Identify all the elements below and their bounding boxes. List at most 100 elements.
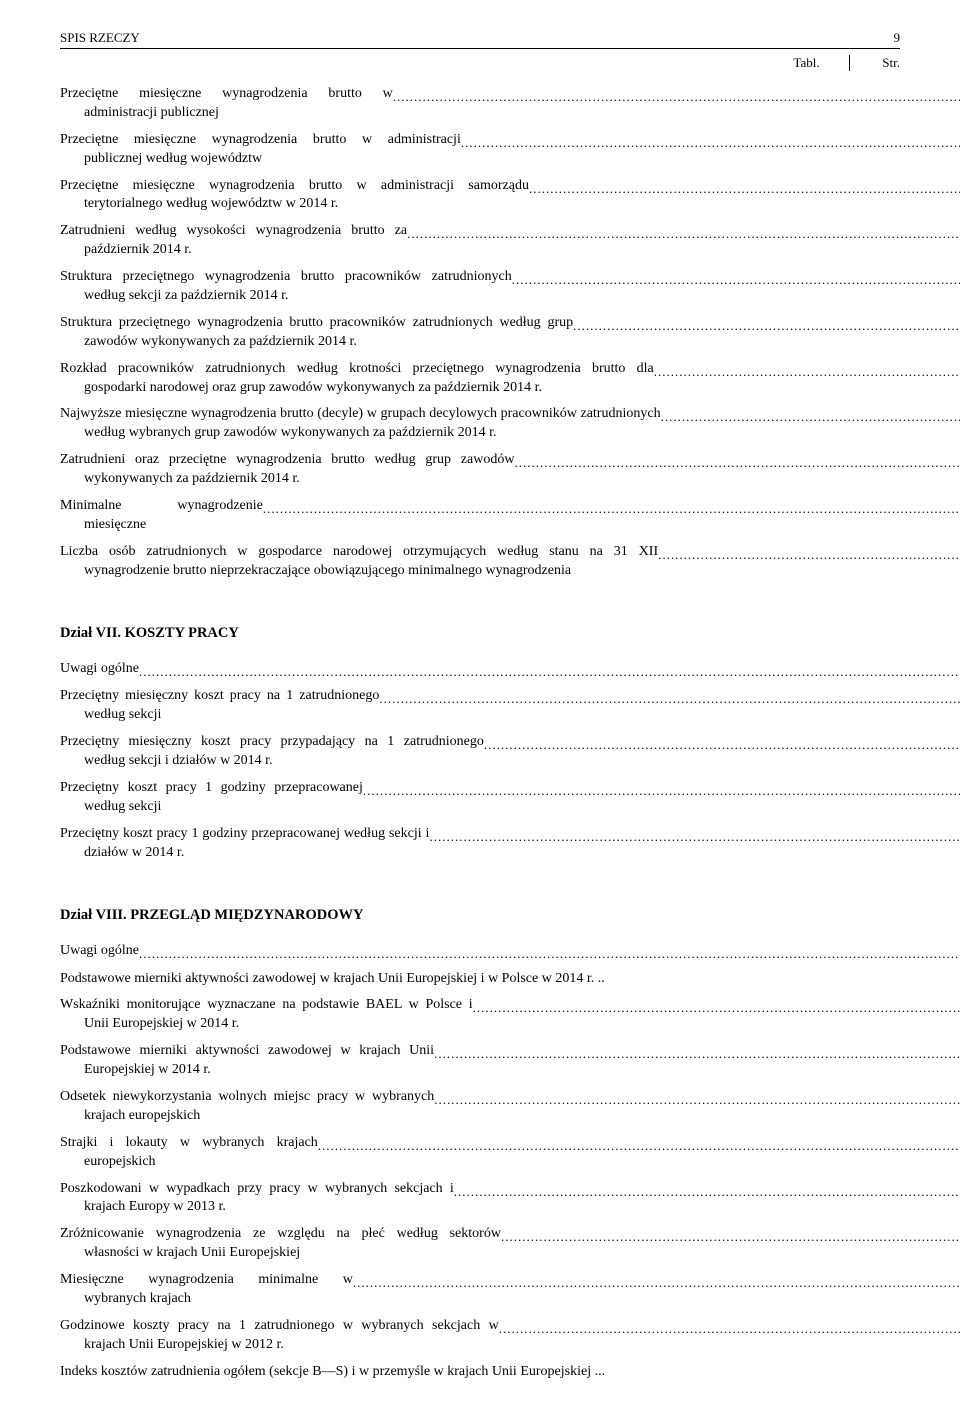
toc-label: Uwagi ogólne	[60, 658, 960, 686]
toc-row: Przeciętne miesięczne wynagrodzenia brut…	[60, 83, 960, 129]
toc-label: Podstawowe mierniki aktywności zawodowej…	[60, 968, 960, 995]
toc-row: Podstawowe mierniki aktywności zawodowej…	[60, 968, 960, 995]
toc-row: Podstawowe mierniki aktywności zawodowej…	[60, 1040, 960, 1086]
toc-label-text: Miesięczne wynagrodzenia minimalne w wyb…	[60, 1271, 353, 1309]
toc-label: Zróżnicowanie wynagrodzenia ze względu n…	[60, 1223, 960, 1269]
leader-dots	[473, 999, 960, 1037]
leader-dots	[454, 1183, 960, 1221]
toc-label: Struktura przeciętnego wynagrodzenia bru…	[60, 312, 960, 358]
toc-label-text: Wskaźniki monitorujące wyznaczane na pod…	[60, 996, 473, 1034]
toc-row: Zróżnicowanie wynagrodzenia ze względu n…	[60, 1223, 960, 1269]
toc-row: Wskaźniki monitorujące wyznaczane na pod…	[60, 994, 960, 1040]
leader-dots	[654, 363, 960, 401]
toc-label-text: Poszkodowani w wypadkach przy pracy w wy…	[60, 1180, 454, 1218]
toc-label-text: Uwagi ogólne	[60, 660, 139, 680]
toc-label: Przeciętne miesięczne wynagrodzenia brut…	[60, 175, 960, 221]
toc-label-text: Uwagi ogólne	[60, 942, 139, 962]
toc-row: Odsetek niewykorzystania wolnych miejsc …	[60, 1086, 960, 1132]
leader-dots	[529, 180, 960, 218]
toc-label-text: Struktura przeciętnego wynagrodzenia bru…	[60, 268, 512, 306]
col-str: Str.	[850, 55, 900, 71]
toc-label-text: Przeciętne miesięczne wynagrodzenia brut…	[60, 177, 529, 215]
toc-label: Strajki i lokauty w wybranych krajach eu…	[60, 1132, 960, 1178]
toc-label-text: Minimalne wynagrodzenie miesięczne	[60, 497, 263, 535]
toc-label: Zatrudnieni według wysokości wynagrodzen…	[60, 220, 960, 266]
leader-dots	[379, 690, 960, 728]
toc-label-text: Przeciętny koszt pracy 1 godziny przepra…	[60, 779, 363, 817]
toc-label-text: Odsetek niewykorzystania wolnych miejsc …	[60, 1088, 434, 1126]
toc-row: Liczba osób zatrudnionych w gospodarce n…	[60, 541, 960, 587]
leader-dots	[499, 1320, 960, 1358]
toc-row: Przeciętny miesięczny koszt pracy przypa…	[60, 731, 960, 777]
toc-label-text: Zatrudnieni według wysokości wynagrodzen…	[60, 222, 407, 260]
toc-label: Godzinowe koszty pracy na 1 zatrudnioneg…	[60, 1315, 960, 1361]
toc-row: Minimalne wynagrodzenie miesięczne16 (11…	[60, 495, 960, 541]
leader-dots	[429, 828, 960, 866]
leader-dots	[573, 317, 960, 355]
toc-row: Poszkodowani w wypadkach przy pracy w wy…	[60, 1178, 960, 1224]
toc-label-text: Godzinowe koszty pracy na 1 zatrudnioneg…	[60, 1317, 499, 1355]
toc-label-text: Struktura przeciętnego wynagrodzenia bru…	[60, 314, 573, 352]
toc-row: Struktura przeciętnego wynagrodzenia bru…	[60, 312, 960, 358]
toc-label-text: Indeks kosztów zatrudnienia ogółem (sekc…	[60, 1363, 605, 1382]
leader-dots	[434, 1091, 960, 1129]
toc-row: Przeciętne miesięczne wynagrodzenia brut…	[60, 129, 960, 175]
toc-row: Przeciętne miesięczne wynagrodzenia brut…	[60, 175, 960, 221]
leader-dots	[407, 225, 960, 263]
toc-row: Godzinowe koszty pracy na 1 zatrudnioneg…	[60, 1315, 960, 1361]
toc-label: Najwyższe miesięczne wynagrodzenia brutt…	[60, 403, 960, 449]
header-left: SPIS RZECZY	[60, 30, 140, 46]
toc-label: Przeciętny miesięczny koszt pracy przypa…	[60, 731, 960, 777]
toc-row: Przeciętny koszt pracy 1 godziny przepra…	[60, 823, 960, 869]
toc-row: Miesięczne wynagrodzenia minimalne w wyb…	[60, 1269, 960, 1315]
toc-row: Najwyższe miesięczne wynagrodzenia brutt…	[60, 403, 960, 449]
toc-label: Liczba osób zatrudnionych w gospodarce n…	[60, 541, 960, 587]
toc-row: Uwagi ogólnex330	[60, 940, 960, 968]
leader-dots	[363, 782, 960, 820]
leader-dots	[484, 736, 960, 774]
leader-dots	[139, 945, 960, 965]
toc-label: Zatrudnieni oraz przeciętne wynagrodzeni…	[60, 449, 960, 495]
section7-title: Dział VII. KOSZTY PRACY	[60, 625, 900, 642]
toc-label: Wskaźniki monitorujące wyznaczane na pod…	[60, 994, 960, 1040]
toc-label: Poszkodowani w wypadkach przy pracy w wy…	[60, 1178, 960, 1224]
toc-row: Przeciętny miesięczny koszt pracy na 1 z…	[60, 685, 960, 731]
toc-label: Miesięczne wynagrodzenia minimalne w wyb…	[60, 1269, 960, 1315]
toc-section8: Uwagi ogólnex330 Podstawowe mierniki akty…	[60, 940, 960, 1388]
toc-section7: Uwagi ogólnex320Przeciętny miesięczny ko…	[60, 658, 960, 869]
toc-label-text: Liczba osób zatrudnionych w gospodarce n…	[60, 543, 658, 581]
leader-dots	[512, 271, 960, 309]
leader-dots	[514, 454, 960, 492]
toc-label-text: Podstawowe mierniki aktywności zawodowej…	[60, 970, 605, 989]
leader-dots	[434, 1045, 960, 1083]
toc-label: Przeciętny miesięczny koszt pracy na 1 z…	[60, 685, 960, 731]
header-right: 9	[894, 30, 901, 46]
toc-row: Indeks kosztów zatrudnienia ogółem (sekc…	[60, 1361, 960, 1388]
toc-label-text: Przeciętne miesięczne wynagrodzenia brut…	[60, 131, 461, 169]
toc-row: Uwagi ogólnex320	[60, 658, 960, 686]
toc-label: Uwagi ogólne	[60, 940, 960, 968]
toc-row: Przeciętny koszt pracy 1 godziny przepra…	[60, 777, 960, 823]
toc-label: Przeciętne miesięczne wynagrodzenia brut…	[60, 83, 960, 129]
leader-dots	[501, 1228, 960, 1266]
leader-dots	[461, 134, 960, 172]
toc-row: Rozkład pracowników zatrudnionych według…	[60, 358, 960, 404]
toc-label: Przeciętne miesięczne wynagrodzenia brut…	[60, 129, 960, 175]
toc-label-text: Zatrudnieni oraz przeciętne wynagrodzeni…	[60, 451, 514, 489]
toc-label: Przeciętny koszt pracy 1 godziny przepra…	[60, 823, 960, 869]
toc-label-text: Rozkład pracowników zatrudnionych według…	[60, 360, 654, 398]
column-headers: Tabl. Str.	[60, 55, 900, 71]
leader-dots	[318, 1137, 960, 1175]
toc-row: Strajki i lokauty w wybranych krajach eu…	[60, 1132, 960, 1178]
toc-row: Struktura przeciętnego wynagrodzenia bru…	[60, 266, 960, 312]
toc-label-text: Najwyższe miesięczne wynagrodzenia brutt…	[60, 405, 661, 443]
leader-dots	[263, 500, 960, 538]
col-tabl: Tabl.	[770, 55, 850, 71]
leader-dots	[353, 1274, 960, 1312]
toc-label: Indeks kosztów zatrudnienia ogółem (sekc…	[60, 1361, 960, 1388]
leader-dots	[139, 663, 960, 683]
toc-label: Przeciętny koszt pracy 1 godziny przepra…	[60, 777, 960, 823]
leader-dots	[393, 88, 960, 126]
section8-title: Dział VIII. PRZEGLĄD MIĘDZYNARODOWY	[60, 907, 900, 924]
leader-dots	[658, 546, 960, 584]
